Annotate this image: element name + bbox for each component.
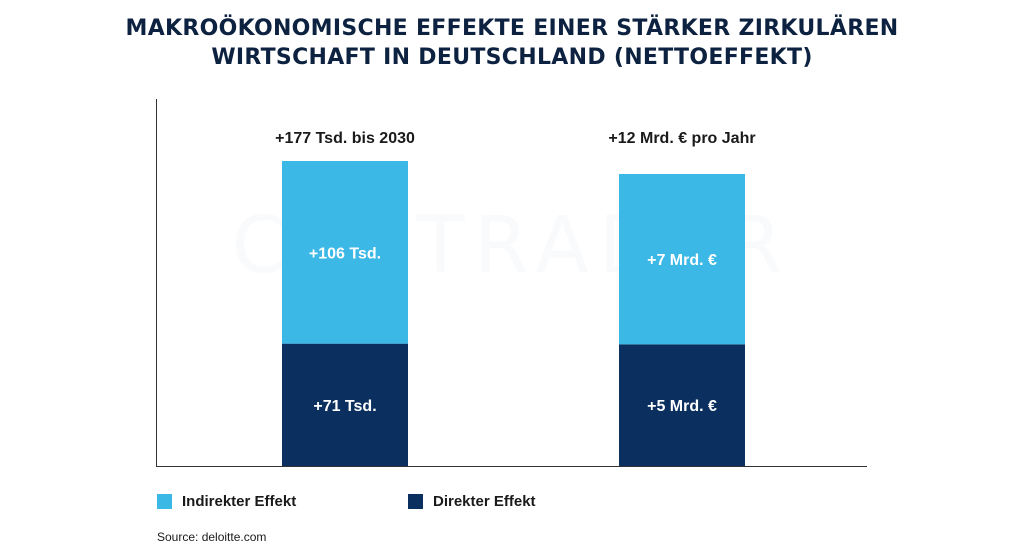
legend-swatch-direct bbox=[408, 493, 423, 509]
bar-segment-indirect-1 bbox=[619, 174, 745, 345]
bar-data-label-direct-1: +5 Mrd. € bbox=[647, 398, 717, 415]
source-note: Source: deloitte.com bbox=[157, 530, 267, 544]
legend-label-indirect: Indirekter Effekt bbox=[182, 492, 297, 510]
bar-segment-indirect-0 bbox=[282, 161, 408, 344]
legend-label-direct: Direkter Effekt bbox=[433, 492, 536, 510]
chart-title-line-1: MAKROÖKONOMISCHE EFFEKTE EINER STÄRKER Z… bbox=[125, 16, 899, 41]
legend-item-indirect: Indirekter Effekt bbox=[157, 490, 296, 512]
bar-segment-direct-1 bbox=[619, 344, 745, 466]
bars-group: +71 Tsd. +106 Tsd. +177 Tsd. bis 2030 +5 Mr… bbox=[275, 130, 756, 466]
bar-total-label-1: +12 Mrd. € pro Jahr bbox=[608, 130, 755, 147]
chart-title-line-2: WIRTSCHAFT IN DEUTSCHLAND (NETTOEFFEKT) bbox=[211, 45, 813, 70]
bar-data-label-indirect-0: +106 Tsd. bbox=[309, 245, 381, 262]
legend-swatch-indirect bbox=[157, 493, 172, 509]
bar-data-label-direct-0: +71 Tsd. bbox=[313, 398, 376, 415]
chart-title: MAKROÖKONOMISCHE EFFEKTE EINER STÄRKER Z… bbox=[0, 14, 1024, 72]
bar-data-label-indirect-1: +7 Mrd. € bbox=[647, 252, 717, 269]
bar-segment-direct-0 bbox=[282, 343, 408, 466]
bar-total-label-0: +177 Tsd. bis 2030 bbox=[275, 130, 415, 147]
legend-item-direct: Direkter Effekt bbox=[408, 490, 536, 512]
